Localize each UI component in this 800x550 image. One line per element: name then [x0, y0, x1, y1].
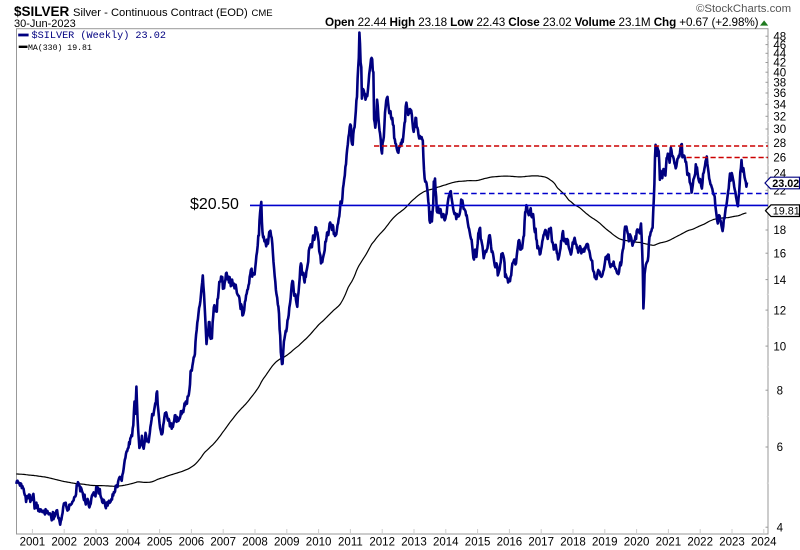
svg-text:30: 30 [773, 124, 786, 136]
svg-text:2007: 2007 [210, 537, 236, 549]
svg-text:2004: 2004 [115, 537, 141, 549]
svg-text:40: 40 [773, 67, 786, 79]
svg-text:28: 28 [773, 138, 786, 150]
svg-text:2017: 2017 [528, 537, 554, 549]
svg-text:2003: 2003 [83, 537, 109, 549]
svg-text:2008: 2008 [242, 537, 268, 549]
svg-text:2013: 2013 [401, 537, 427, 549]
svg-text:2010: 2010 [306, 537, 332, 549]
svg-text:42: 42 [773, 58, 786, 70]
svg-text:2014: 2014 [433, 537, 459, 549]
svg-text:36: 36 [773, 88, 786, 100]
svg-text:2024: 2024 [751, 537, 777, 549]
svg-text:34: 34 [773, 100, 786, 112]
svg-text:32: 32 [773, 112, 786, 124]
svg-text:2012: 2012 [369, 537, 395, 549]
svg-text:2009: 2009 [274, 537, 300, 549]
svg-text:2015: 2015 [465, 537, 491, 549]
svg-text:2021: 2021 [656, 537, 682, 549]
svg-text:16: 16 [773, 248, 786, 260]
svg-text:48: 48 [773, 31, 786, 43]
svg-text:23.02: 23.02 [772, 178, 799, 190]
svg-text:4: 4 [777, 522, 784, 534]
svg-text:2001: 2001 [20, 537, 46, 549]
svg-text:2019: 2019 [592, 537, 618, 549]
svg-text:38: 38 [773, 78, 786, 90]
svg-text:19.81: 19.81 [773, 206, 800, 218]
svg-text:12: 12 [773, 305, 786, 317]
svg-text:2002: 2002 [51, 537, 77, 549]
svg-text:2022: 2022 [687, 537, 713, 549]
svg-text:10: 10 [773, 341, 786, 353]
svg-text:2016: 2016 [497, 537, 523, 549]
svg-text:2005: 2005 [147, 537, 173, 549]
svg-text:2018: 2018 [560, 537, 586, 549]
svg-text:26: 26 [773, 153, 786, 165]
svg-text:2020: 2020 [624, 537, 650, 549]
svg-text:14: 14 [773, 275, 786, 287]
svg-text:8: 8 [777, 385, 783, 397]
svg-text:46: 46 [773, 40, 786, 52]
svg-text:2006: 2006 [179, 537, 205, 549]
svg-text:2023: 2023 [719, 537, 745, 549]
svg-text:18: 18 [773, 225, 786, 237]
svg-text:6: 6 [777, 442, 783, 454]
svg-text:2011: 2011 [338, 537, 363, 549]
svg-text:44: 44 [773, 49, 786, 61]
